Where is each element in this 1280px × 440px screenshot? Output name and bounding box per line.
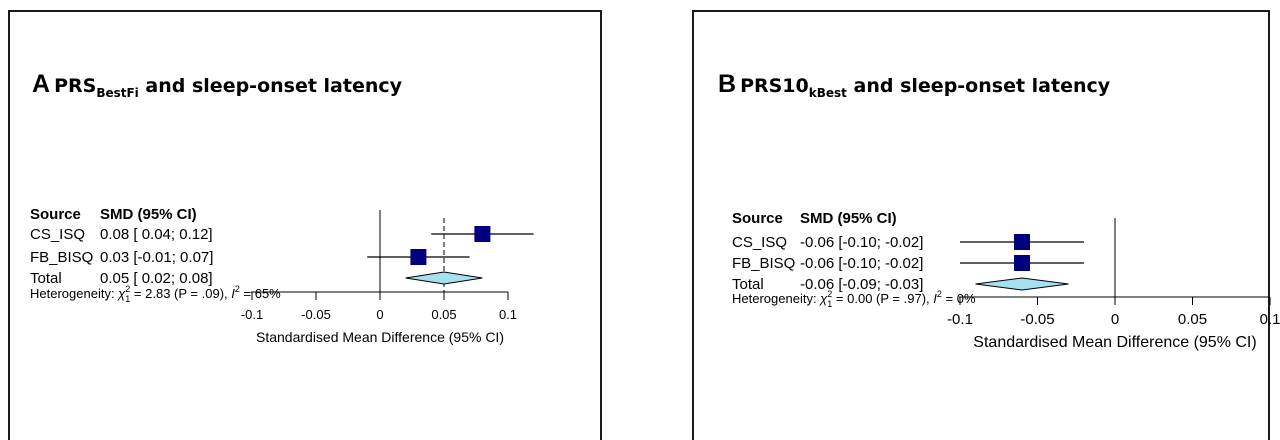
x-tick-label: 0 bbox=[1111, 311, 1119, 328]
row-source-label: Total bbox=[30, 270, 62, 287]
x-tick-label: -0.1 bbox=[241, 307, 263, 322]
forest-plot-panel-a: A PRSBestFi and sleep-onset latency Sourc… bbox=[8, 10, 602, 440]
x-tick-label: 0.1 bbox=[499, 307, 517, 322]
pooled-diamond bbox=[405, 271, 483, 285]
x-tick-label: 0 bbox=[376, 307, 383, 322]
heterogeneity-text: Heterogeneity: χ12 = 0.00 (P = .97), I2 … bbox=[732, 289, 976, 309]
header-smd: SMD (95% CI) bbox=[100, 206, 197, 223]
panel-letter: B bbox=[718, 70, 737, 98]
forest-plot-b: Source SMD (95% CI) CS_ISQ -0.06 [-0.10; -0… bbox=[732, 210, 1280, 351]
row-source-label: CS_ISQ bbox=[732, 234, 787, 251]
heterogeneity-text: Heterogeneity: χ12 = 2.83 (P = .09), I2 … bbox=[30, 284, 281, 304]
forest-plot-panel-b: B PRS10kBest and sleep-onset latency Sour… bbox=[692, 10, 1280, 440]
pooled-diamond bbox=[975, 277, 1069, 291]
row-source-label: FB_BISQ bbox=[732, 255, 795, 272]
effect-square bbox=[1014, 255, 1030, 271]
row-ci-text: 0.03 [-0.01; 0.07] bbox=[100, 249, 213, 266]
x-axis-label: Standardised Mean Difference (95% CI) bbox=[973, 334, 1256, 351]
forest-plot-a: Source SMD (95% CI) CS_ISQ 0.08 [ 0.04; 0.1… bbox=[30, 206, 534, 345]
effect-square bbox=[1014, 234, 1030, 250]
x-tick-label: 0.05 bbox=[431, 307, 456, 322]
row-ci-text: 0.08 [ 0.04; 0.12] bbox=[100, 226, 213, 243]
effect-square bbox=[474, 226, 491, 242]
row-ci-text: -0.06 [-0.10; -0.02] bbox=[800, 234, 923, 251]
x-axis-label: Standardised Mean Difference (95% CI) bbox=[256, 329, 504, 345]
row-source-label: Total bbox=[732, 276, 764, 293]
row-source-label: FB_BISQ bbox=[30, 249, 93, 266]
x-tick-label: -0.05 bbox=[301, 307, 331, 322]
x-tick-label: 0.05 bbox=[1178, 311, 1207, 328]
header-source: Source bbox=[732, 210, 783, 227]
x-tick-label: -0.05 bbox=[1020, 311, 1054, 328]
header-smd: SMD (95% CI) bbox=[800, 210, 897, 227]
panel-title: B PRS10kBest and sleep-onset latency bbox=[718, 70, 1110, 100]
panel-letter: A bbox=[32, 70, 51, 98]
title-rest: and sleep-onset latency bbox=[145, 75, 403, 97]
row-ci-text: -0.06 [-0.09; -0.03] bbox=[800, 276, 923, 293]
header-source: Source bbox=[30, 206, 81, 223]
effect-square bbox=[410, 249, 427, 265]
title-main: PRS10 bbox=[740, 75, 809, 97]
row-ci-text: -0.06 [-0.10; -0.02] bbox=[800, 255, 923, 272]
title-rest: and sleep-onset latency bbox=[853, 75, 1111, 97]
title-subscript: BestFi bbox=[96, 86, 139, 100]
row-ci-text: 0.05 [ 0.02; 0.08] bbox=[100, 270, 213, 287]
x-tick-label: 0.1 bbox=[1260, 311, 1280, 328]
title-main: PRS bbox=[54, 75, 97, 97]
row-source-label: CS_ISQ bbox=[30, 226, 85, 243]
panel-title: A PRSBestFi and sleep-onset latency bbox=[32, 70, 402, 100]
title-subscript: kBest bbox=[808, 86, 847, 100]
x-tick-label: -0.1 bbox=[947, 311, 973, 328]
